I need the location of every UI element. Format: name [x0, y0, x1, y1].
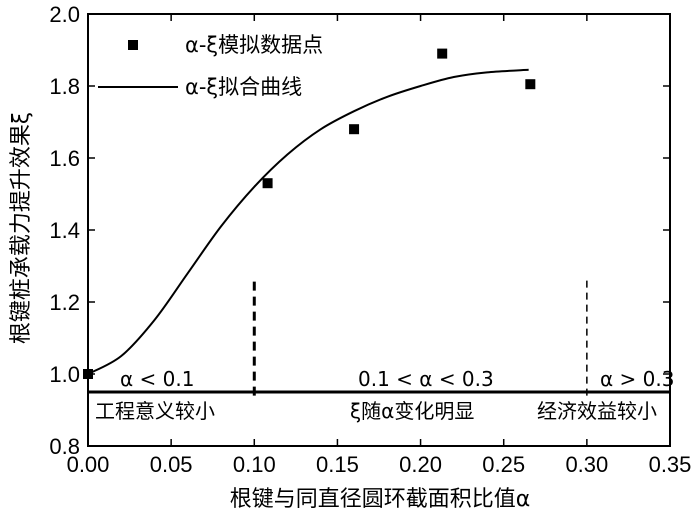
reference-lines [88, 276, 670, 396]
region1-description: 工程意义较小 [95, 399, 215, 423]
legend-marker-square [128, 40, 138, 50]
x-tick-label: 0.25 [482, 452, 525, 477]
x-tick-label: 0.00 [67, 452, 110, 477]
x-axis-title: 根键与同直径圆环截面积比值α [230, 487, 531, 512]
x-tick-label: 0.05 [150, 452, 193, 477]
fit-curve-line [87, 68, 529, 375]
y-tick-label: 2.0 [49, 2, 80, 27]
y-tick-label: 1.0 [49, 362, 80, 387]
data-point [525, 79, 536, 90]
data-point [262, 178, 273, 189]
annotations-group: α < 0.1 0.1 < α < 0.3 α > 0.3 工程意义较小 ξ随α… [95, 367, 674, 423]
data-point [349, 124, 360, 135]
axes: 0.00 0.05 0.10 0.15 0.20 0.25 0.30 0.35 0.8 1.0 1.… [49, 2, 691, 477]
legend-scatter-label: α-ξ模拟数据点 [185, 33, 323, 57]
data-point [83, 369, 93, 379]
region3-condition: α > 0.3 [600, 367, 674, 391]
region1-condition: α < 0.1 [120, 367, 194, 391]
region2-description: ξ随α变化明显 [350, 399, 474, 423]
y-tick-label: 1.6 [49, 146, 80, 171]
x-tick-label: 0.20 [399, 452, 442, 477]
x-tick-label: 0.15 [316, 452, 359, 477]
y-tick-label: 1.4 [49, 218, 80, 243]
x-tick-label: 0.30 [565, 452, 608, 477]
x-tick-label: 0.10 [233, 452, 276, 477]
fit-curve-group [87, 68, 529, 375]
data-point [437, 48, 448, 59]
y-tick-label: 1.8 [49, 74, 80, 99]
region3-description: 经济效益较小 [537, 399, 657, 423]
region2-condition: 0.1 < α < 0.3 [358, 367, 494, 391]
legend: α-ξ模拟数据点 α-ξ拟合曲线 [98, 33, 323, 99]
y-axis-title: 根键桩承载力提升效果ξ [9, 112, 34, 344]
data-points-group [83, 48, 536, 379]
y-tick-label: 0.8 [49, 434, 80, 459]
legend-line-label: α-ξ拟合曲线 [185, 75, 302, 99]
y-tick-label: 1.2 [49, 290, 80, 315]
x-tick-label: 0.35 [649, 452, 692, 477]
